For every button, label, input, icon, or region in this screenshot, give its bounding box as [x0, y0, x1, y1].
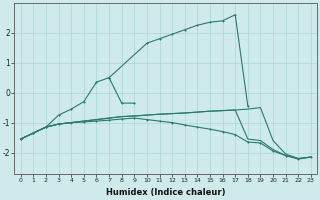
X-axis label: Humidex (Indice chaleur): Humidex (Indice chaleur) [106, 188, 226, 197]
